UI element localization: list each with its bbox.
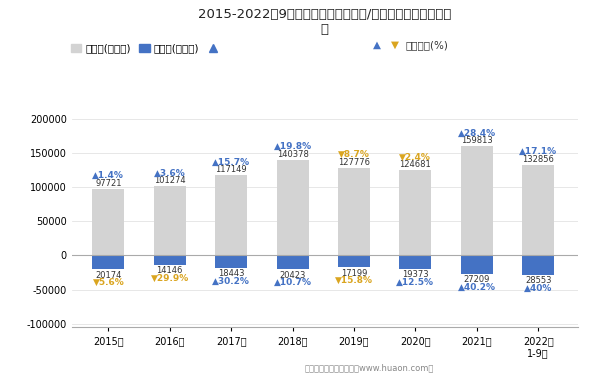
Bar	[461, 146, 493, 255]
Text: ▲12.5%: ▲12.5%	[396, 277, 434, 287]
Text: ▲10.7%: ▲10.7%	[274, 278, 312, 287]
Bar	[92, 189, 125, 255]
Text: ▲: ▲	[373, 40, 381, 50]
Bar	[215, 255, 247, 268]
Bar	[154, 255, 186, 265]
Text: 18443: 18443	[218, 269, 244, 278]
Text: 27209: 27209	[464, 275, 490, 284]
Text: 101274: 101274	[154, 176, 185, 185]
Bar	[522, 165, 554, 255]
Bar	[461, 255, 493, 274]
Text: 20423: 20423	[280, 271, 306, 280]
Text: 20174: 20174	[95, 271, 122, 280]
Text: ▲28.4%: ▲28.4%	[458, 129, 496, 138]
Text: ▲30.2%: ▲30.2%	[212, 277, 250, 286]
Bar	[277, 160, 309, 255]
Text: 127776: 127776	[338, 158, 370, 167]
Bar	[215, 176, 247, 255]
Text: 同比增长(%): 同比增长(%)	[406, 40, 449, 50]
Text: 132856: 132856	[522, 155, 554, 164]
Text: ▼8.7%: ▼8.7%	[338, 150, 370, 159]
Bar	[154, 186, 186, 255]
Bar	[92, 255, 125, 269]
Bar	[338, 255, 370, 267]
Bar	[522, 255, 554, 275]
Text: ▼: ▼	[391, 40, 399, 50]
Text: ▲3.6%: ▲3.6%	[154, 168, 185, 177]
Text: 97721: 97721	[95, 179, 122, 188]
Text: 17199: 17199	[341, 268, 367, 277]
Text: ▼15.8%: ▼15.8%	[335, 276, 373, 285]
Text: ▲1.4%: ▲1.4%	[92, 171, 125, 180]
Bar	[399, 255, 432, 269]
Text: 140378: 140378	[277, 150, 309, 159]
Legend: 出口额(万美元), 进口额(万美元), : 出口额(万美元), 进口额(万美元),	[67, 39, 226, 58]
Text: ▲40.2%: ▲40.2%	[458, 283, 496, 292]
Text: 28553: 28553	[525, 276, 551, 285]
Text: 19373: 19373	[402, 270, 429, 279]
Bar	[338, 168, 370, 255]
Text: ▲17.1%: ▲17.1%	[519, 147, 557, 156]
Bar	[277, 255, 309, 269]
Text: 制图：华经产业研究院（www.huaon.com）: 制图：华经产业研究院（www.huaon.com）	[305, 363, 434, 372]
Text: ▼29.9%: ▼29.9%	[151, 274, 189, 283]
Title: 2015-2022年9月桂林市（境内目的地/货源地）进、出口额统
计: 2015-2022年9月桂林市（境内目的地/货源地）进、出口额统 计	[198, 8, 452, 36]
Text: ▲15.7%: ▲15.7%	[212, 158, 250, 167]
Text: 124681: 124681	[399, 160, 432, 169]
Text: ▲40%: ▲40%	[524, 284, 552, 293]
Text: 159813: 159813	[461, 136, 493, 146]
Text: ▼5.6%: ▼5.6%	[92, 278, 124, 287]
Text: 117149: 117149	[215, 165, 247, 174]
Bar	[399, 170, 432, 255]
Text: 14146: 14146	[157, 267, 183, 276]
Text: ▲19.8%: ▲19.8%	[274, 142, 312, 151]
Text: ▼2.4%: ▼2.4%	[399, 153, 432, 161]
